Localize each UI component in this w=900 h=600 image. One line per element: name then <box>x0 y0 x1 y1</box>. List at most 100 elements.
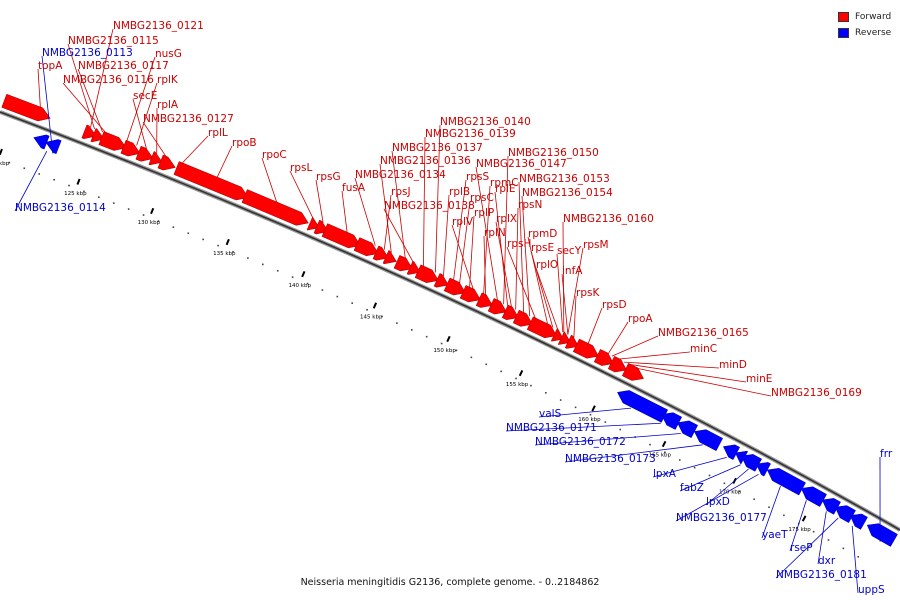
leader-line <box>494 191 509 306</box>
gene-label: rpoA <box>628 313 653 325</box>
forward-gene <box>512 309 533 327</box>
gene-label: lpxA <box>653 468 677 480</box>
tick-label: 140 kbp <box>289 283 312 289</box>
gene-label: NMBG2136_0138 <box>384 200 475 212</box>
gene-label: minC <box>690 343 717 355</box>
gene-label: rpsD <box>602 299 627 311</box>
gene-label: dxr <box>818 555 836 567</box>
gene-label: rplN <box>484 227 506 239</box>
leader-line <box>495 221 513 308</box>
scale-dot <box>440 342 443 345</box>
leader-line <box>142 121 168 158</box>
gene-label: NMBG2136_0136 <box>380 155 471 167</box>
genome-caption: Neisseria meningitidis G2136, complete g… <box>300 577 600 588</box>
scale-dot <box>172 226 175 228</box>
legend-forward-label: Forward <box>855 12 892 22</box>
forward-gene <box>90 128 105 143</box>
scale-dot <box>8 161 11 164</box>
scale-dot <box>157 220 160 222</box>
gene-label: NMBG2136_0117 <box>78 60 169 72</box>
gene-label: rpoC <box>262 149 287 161</box>
gene-label: rplX <box>496 213 517 225</box>
forward-gene <box>572 338 599 359</box>
leader-line <box>652 456 727 478</box>
scale-dot <box>678 459 681 461</box>
leader-line <box>573 295 577 338</box>
leader-line <box>817 511 827 565</box>
forward-gene <box>120 139 141 157</box>
gene-label: rplO <box>536 259 558 271</box>
gene-label: NMBG2136_0181 <box>776 569 867 581</box>
leader-line <box>530 250 554 328</box>
major-tick <box>372 302 378 309</box>
leader-line <box>77 68 103 133</box>
forward-gene <box>487 298 507 315</box>
reverse-gene <box>617 390 669 423</box>
leader-line <box>216 145 233 179</box>
gene-label: NMBG2136_0134 <box>355 169 446 181</box>
scale-dot <box>381 315 383 318</box>
major-tick <box>446 335 451 343</box>
scale-dot <box>38 173 40 175</box>
leader-line <box>459 200 471 284</box>
scale-dot <box>530 384 532 387</box>
leader-line <box>611 335 659 357</box>
gene-label: NMBG2136_0154 <box>522 187 613 199</box>
leader-line <box>761 486 781 539</box>
scale-dot <box>812 530 815 533</box>
forward-gene <box>173 161 249 201</box>
gene-label: rpsG <box>316 171 341 183</box>
forward-gene <box>593 348 614 366</box>
gene-label: fusA <box>342 182 366 194</box>
forward-gene <box>459 285 481 303</box>
leader-line <box>518 181 525 314</box>
leader-line <box>261 157 278 204</box>
gene-label: rpsE <box>531 242 554 254</box>
gene-label: NMBG2136_0127 <box>143 113 234 125</box>
gene-label: NMBG2136_0147 <box>476 158 567 170</box>
tick-label: 175 kbp <box>788 527 811 533</box>
gene-label: NMBG2136_0115 <box>68 35 159 47</box>
forward-gene <box>406 260 421 275</box>
forward-gene <box>98 131 127 151</box>
leader-line <box>475 166 499 302</box>
leader-line <box>587 307 603 345</box>
scale-dot <box>53 178 55 181</box>
forward-gene <box>241 189 309 226</box>
gene-label: rplE <box>495 183 516 195</box>
scale-dot <box>768 506 770 509</box>
gene-label: rpsM <box>583 239 609 251</box>
leader-line <box>561 273 569 335</box>
leader-line <box>443 194 450 277</box>
leader-line <box>567 247 584 335</box>
tick-label: 165 kbp <box>649 453 672 459</box>
forward-gene <box>433 273 449 288</box>
leader-line <box>515 207 519 310</box>
reverse-gene <box>661 412 683 430</box>
gene-label: fabZ <box>680 482 704 494</box>
gene-label: rpsK <box>576 287 600 299</box>
gene-label: NMBG2136_0160 <box>563 213 654 225</box>
scale-dot <box>336 295 339 298</box>
backbone-line <box>0 111 900 531</box>
gene-label: NMBG2136_0153 <box>519 173 610 185</box>
gene-label: NMBG2136_0165 <box>658 327 749 339</box>
scale-dot <box>783 514 785 517</box>
forward-gene <box>564 334 579 349</box>
leader-line <box>451 224 474 291</box>
leader-line <box>851 525 859 594</box>
scale-dot <box>261 263 264 266</box>
scale-dot <box>425 335 428 338</box>
leader-line <box>383 208 414 263</box>
scale-dot <box>574 406 577 409</box>
scale-dot <box>857 556 860 558</box>
tick-label: 135 kbp <box>213 251 236 257</box>
major-tick <box>518 369 524 377</box>
scale-dot <box>664 451 666 454</box>
scale-dot <box>559 399 562 401</box>
scale-dot <box>589 413 592 416</box>
major-tick <box>225 238 230 246</box>
gene-label: frr <box>880 448 893 460</box>
reverse-gene <box>866 523 898 547</box>
gene-label: NMBG2136_0140 <box>440 116 531 128</box>
